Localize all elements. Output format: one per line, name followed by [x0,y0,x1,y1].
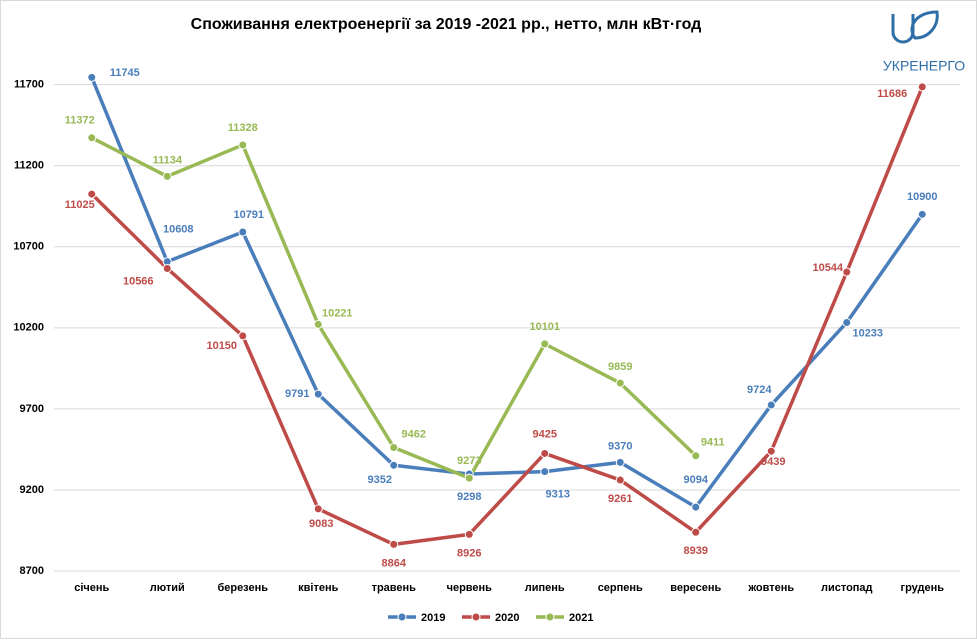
data-point [87,189,97,199]
legend-marker [471,612,481,622]
legend-label: 2019 [421,612,445,624]
data-point [615,475,625,485]
data-label: 10101 [529,321,560,333]
x-tick-label: грудень [900,582,944,594]
x-tick-label: травень [372,582,417,594]
data-label: 11328 [228,122,258,134]
data-label: 11134 [153,154,183,166]
data-label: 9425 [533,428,557,440]
logo-leaf [910,10,939,40]
x-tick-label: листопад [821,582,873,594]
data-point [464,473,474,483]
y-tick-label: 10200 [13,322,44,334]
x-tick-label: червень [447,582,493,594]
logo-text: УКРЕНЕРГО [883,58,965,74]
x-tick-label: квітень [298,582,338,594]
data-label: 10791 [233,209,264,221]
data-point [389,460,399,470]
data-point [389,539,399,549]
data-label: 9439 [761,456,785,468]
data-label: 9298 [457,491,481,503]
data-label: 9273 [457,455,481,467]
data-point [238,331,248,341]
y-tick-label: 9700 [20,403,44,415]
x-tick-label: липень [525,582,565,594]
data-point [691,527,701,537]
data-label: 8926 [457,547,481,559]
data-point [389,442,399,452]
data-point [615,378,625,388]
x-tick-label: серпень [598,582,643,594]
data-label: 9313 [546,489,570,501]
data-point [691,451,701,461]
data-point [313,389,323,399]
series-line [90,86,924,547]
data-label: 9094 [684,474,709,486]
x-tick-label: жовтень [747,582,794,594]
data-label: 10900 [907,191,938,203]
data-label: 10608 [163,224,194,236]
data-point [540,339,550,349]
data-label: 9352 [368,474,392,486]
data-point [238,140,248,150]
data-label: 9724 [747,384,772,396]
data-point [842,317,852,327]
data-label: 9859 [608,361,632,373]
data-label: 8864 [382,557,407,569]
data-label: 9083 [309,518,333,530]
data-label: 8939 [684,545,708,557]
data-label: 9791 [285,388,309,400]
data-point [313,504,323,514]
y-tick-label: 11200 [14,160,44,172]
data-label: 9261 [608,493,632,505]
x-tick-label: січень [74,582,109,594]
y-tick-label: 10700 [13,241,44,253]
data-label: 10544 [812,262,843,274]
data-label: 9462 [402,428,426,440]
data-point [842,267,852,277]
data-label: 11745 [110,67,140,79]
data-label: 10221 [322,307,353,319]
y-tick-label: 11700 [14,79,44,91]
x-tick-label: лютий [150,582,185,594]
legend-label: 2021 [569,612,593,624]
data-label: 10566 [123,275,154,287]
data-point [917,209,927,219]
data-point [87,72,97,82]
data-point [917,82,927,92]
data-label: 11372 [65,115,95,127]
data-point [162,171,172,181]
data-point [313,319,323,329]
y-tick-label: 9200 [20,484,44,496]
data-point [540,448,550,458]
data-label: 11025 [65,199,95,211]
data-label: 11686 [877,88,907,100]
y-tick-label: 8700 [20,565,44,577]
data-point [766,400,776,410]
data-point [615,457,625,467]
data-point [691,502,701,512]
x-tick-label: березень [217,582,268,594]
data-label: 10150 [206,340,237,352]
series-line [90,76,924,509]
legend-label: 2020 [495,612,519,624]
legend-marker [545,612,555,622]
data-point [162,263,172,273]
data-point [464,529,474,539]
data-label: 10233 [852,327,883,339]
data-label: 9370 [608,440,632,452]
logo: УКРЕНЕРГО [883,10,965,74]
data-label: 9411 [701,437,725,449]
data-point [540,467,550,477]
data-point [87,133,97,143]
data-point [238,227,248,237]
chart-title: Споживання електроенергії за 2019 -2021 … [191,16,702,33]
legend-marker [397,612,407,622]
x-tick-label: вересень [670,582,721,594]
data-point [766,446,776,456]
